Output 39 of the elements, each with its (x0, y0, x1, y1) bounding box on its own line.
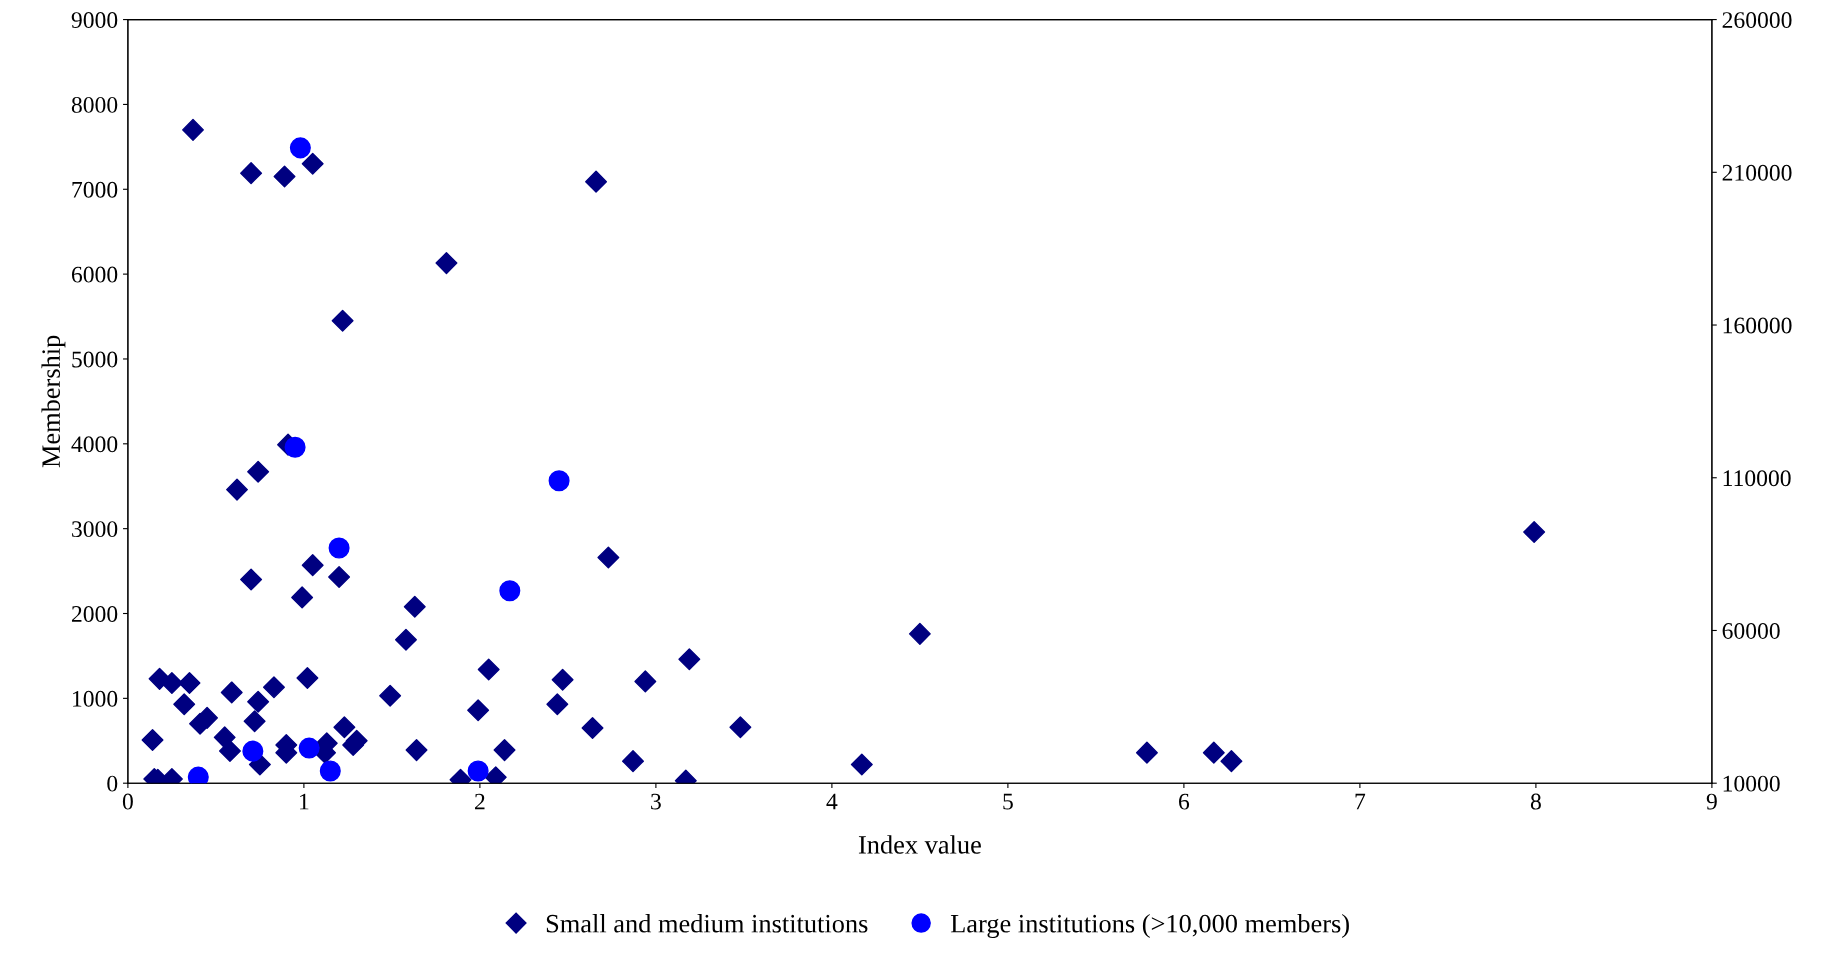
y-tick-label: 2000 (71, 606, 118, 622)
point (467, 760, 489, 782)
x-tick-label: 4 (826, 793, 838, 810)
y-tick-label: 1000 (73, 690, 118, 707)
y-tick-label: 6000 (71, 266, 118, 283)
point (298, 737, 320, 759)
y2-tick-label: 110000 (1723, 470, 1791, 487)
y2-tick-label: 10000 (1723, 775, 1780, 792)
y-tick-label: 4000 (71, 436, 118, 453)
point (548, 470, 570, 492)
point (319, 760, 341, 782)
y-tick-label: 7000 (72, 181, 118, 198)
x-tick-label: 9 (1706, 793, 1717, 810)
point (328, 537, 350, 559)
x-tick-label: 5 (1003, 793, 1013, 810)
y2-tick-label: 210000 (1722, 164, 1792, 181)
point (289, 137, 311, 159)
y-tick-label: 5000 (72, 351, 118, 368)
y-tick-label: 9000 (71, 12, 118, 28)
point (242, 740, 264, 762)
legend-label: Small and medium institutions (546, 914, 868, 933)
y-axis-title: Membership (41, 335, 66, 468)
x-tick-label: 3 (651, 793, 661, 810)
point (499, 580, 521, 602)
x-tick-label: 2 (475, 793, 485, 810)
x-tick-label: 0 (122, 793, 133, 810)
y2-tick-label: 260000 (1722, 12, 1792, 28)
y2-tick-label: 60000 (1722, 622, 1780, 639)
x-tick-label: 6 (1179, 793, 1190, 810)
x-tick-label: 1 (300, 793, 309, 810)
y2-tick-label: 160000 (1723, 317, 1792, 334)
x-tick-label: 8 (1530, 793, 1541, 810)
point (284, 436, 306, 458)
y-tick-label: 8000 (71, 96, 118, 113)
legend-label: Large institutions (>10,000 members) (950, 914, 1349, 939)
x-tick-label: 7 (1355, 793, 1366, 810)
y-tick-label: 0 (107, 775, 118, 792)
y-tick-label: 3000 (72, 521, 118, 538)
x-axis-title: Index value (858, 835, 981, 854)
